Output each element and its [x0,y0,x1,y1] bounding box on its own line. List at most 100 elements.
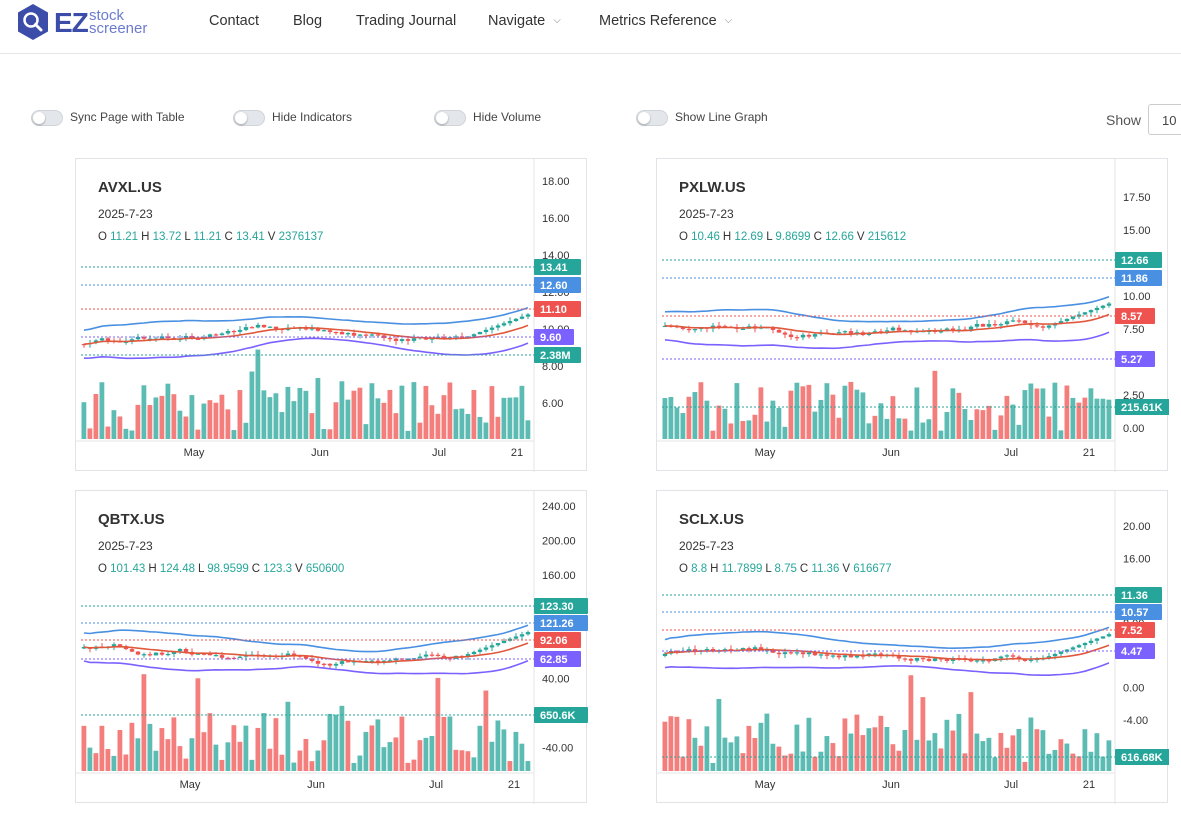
show-count-select[interactable]: 10 [1148,104,1181,135]
toggle-switch[interactable] [434,110,466,126]
candle-body [986,660,992,662]
volume-bar [261,390,267,439]
volume-bar [405,430,411,439]
candlestick-chart[interactable]: 18.0016.0014.0012.0010.008.006.00MayJunJ… [76,159,588,472]
candle-body [776,652,782,655]
candlestick-chart[interactable]: 20.0016.0012.008.004.000.00-4.00MayJunJu… [657,491,1169,804]
volume-bar [776,746,782,771]
volume-bar [177,410,183,439]
volume-bar [141,674,147,771]
volume-bar [1106,399,1112,439]
price-tag [1115,643,1155,659]
candle-body [968,326,974,330]
nav-navigate-dropdown[interactable]: Navigate ⌵ [488,13,561,29]
volume-bar [920,422,926,439]
volume-bar [722,408,728,439]
volume-bar [507,397,513,439]
candle-body [920,658,926,660]
volume-bar [417,740,423,771]
volume-bar [1010,404,1016,439]
volume-bar [213,402,219,439]
volume-bar [477,416,483,439]
candle-body [842,655,848,658]
volume-bar [776,407,782,439]
candle-body [926,658,932,661]
candle-body [1094,307,1100,311]
volume-bar [860,392,866,439]
volume-bar [465,413,471,439]
volume-bar [351,390,357,439]
volume-bar [219,759,225,771]
volume-bar [752,738,758,771]
volume-bar [285,386,291,439]
volume-bar [734,383,740,439]
nav-metrics-reference-dropdown[interactable]: Metrics Reference ⌵ [599,13,733,29]
volume-bar [165,739,171,771]
volume-bar [339,381,345,439]
volume-bar [662,398,668,439]
volume-bar [914,387,920,439]
volume-bar [321,740,327,771]
nav-contact-link[interactable]: Contact [209,13,259,29]
x-axis-tick-label: Jun [307,779,325,791]
toggle-switch[interactable] [31,110,63,126]
volume-bar [704,400,710,439]
y-axis-tick-label: 40.00 [542,674,570,686]
volume-bar [195,429,201,439]
volume-bar [1058,739,1064,771]
candle-body [1082,312,1088,315]
candle-body [315,327,321,331]
volume-bar [399,716,405,771]
candle-body [471,334,477,337]
price-tag [1115,351,1155,367]
chart-card-qbtx[interactable]: 240.00200.00160.00120.0080.0040.000.00-4… [75,490,588,804]
price-tag-label: 4.47 [1121,646,1142,658]
chart-card-avxl[interactable]: 18.0016.0014.0012.0010.008.006.00MayJunJ… [75,158,588,472]
volume-bar [177,746,183,771]
ezstockscreener-logo[interactable]: EZ stock screener [16,3,166,43]
candlestick-chart[interactable]: 17.5015.0012.5010.007.505.002.500.00MayJ… [657,159,1169,472]
x-axis-tick-label: Jun [882,779,900,791]
volume-bar [668,716,674,771]
volume-bar [171,394,177,439]
candle-body [471,651,477,655]
candle-body [758,647,764,651]
toggle-switch[interactable] [636,110,668,126]
candle-body [339,661,345,664]
toggle-switch[interactable] [233,110,265,126]
candle-body [369,660,375,662]
volume-bar [1100,756,1106,771]
price-tag-label: 7.52 [1121,625,1142,637]
volume-bar [842,718,848,771]
candle-body [267,326,273,328]
volume-bar [99,725,105,771]
candle-body [824,654,830,656]
candlestick-chart[interactable]: 240.00200.00160.00120.0080.0040.000.00-4… [76,491,588,804]
volume-bar [872,727,878,771]
candle-body [800,334,806,338]
volume-bar [255,727,261,771]
volume-bar [249,371,255,439]
volume-bar [836,756,842,771]
chart-card-pxlw[interactable]: 17.5015.0012.5010.007.505.002.500.00MayJ… [656,158,1169,472]
chart-card-sclx[interactable]: 20.0016.0012.008.004.000.00-4.00MayJunJu… [656,490,1169,804]
x-axis-tick-label: Jul [1004,447,1018,459]
nav-trading-journal-link[interactable]: Trading Journal [356,13,457,29]
volume-bar [722,737,728,771]
volume-bar [237,741,243,771]
volume-bar [345,399,351,439]
chart-ohlcv: O 10.46 H 12.69 L 9.8699 C 12.66 V 215612 [679,231,907,243]
volume-bar [351,762,357,771]
volume-bar [764,421,770,439]
volume-bar [728,423,734,439]
candle-body [704,649,710,651]
price-tag [1115,622,1155,638]
candle-body [177,648,183,652]
volume-bar [1088,751,1094,771]
candle-body [680,326,686,329]
volume-bar [866,728,872,771]
volume-bar [105,748,111,771]
nav-blog-link[interactable]: Blog [293,13,323,29]
price-tag-label: 8.57 [1121,311,1142,323]
volume-bar [896,418,902,439]
